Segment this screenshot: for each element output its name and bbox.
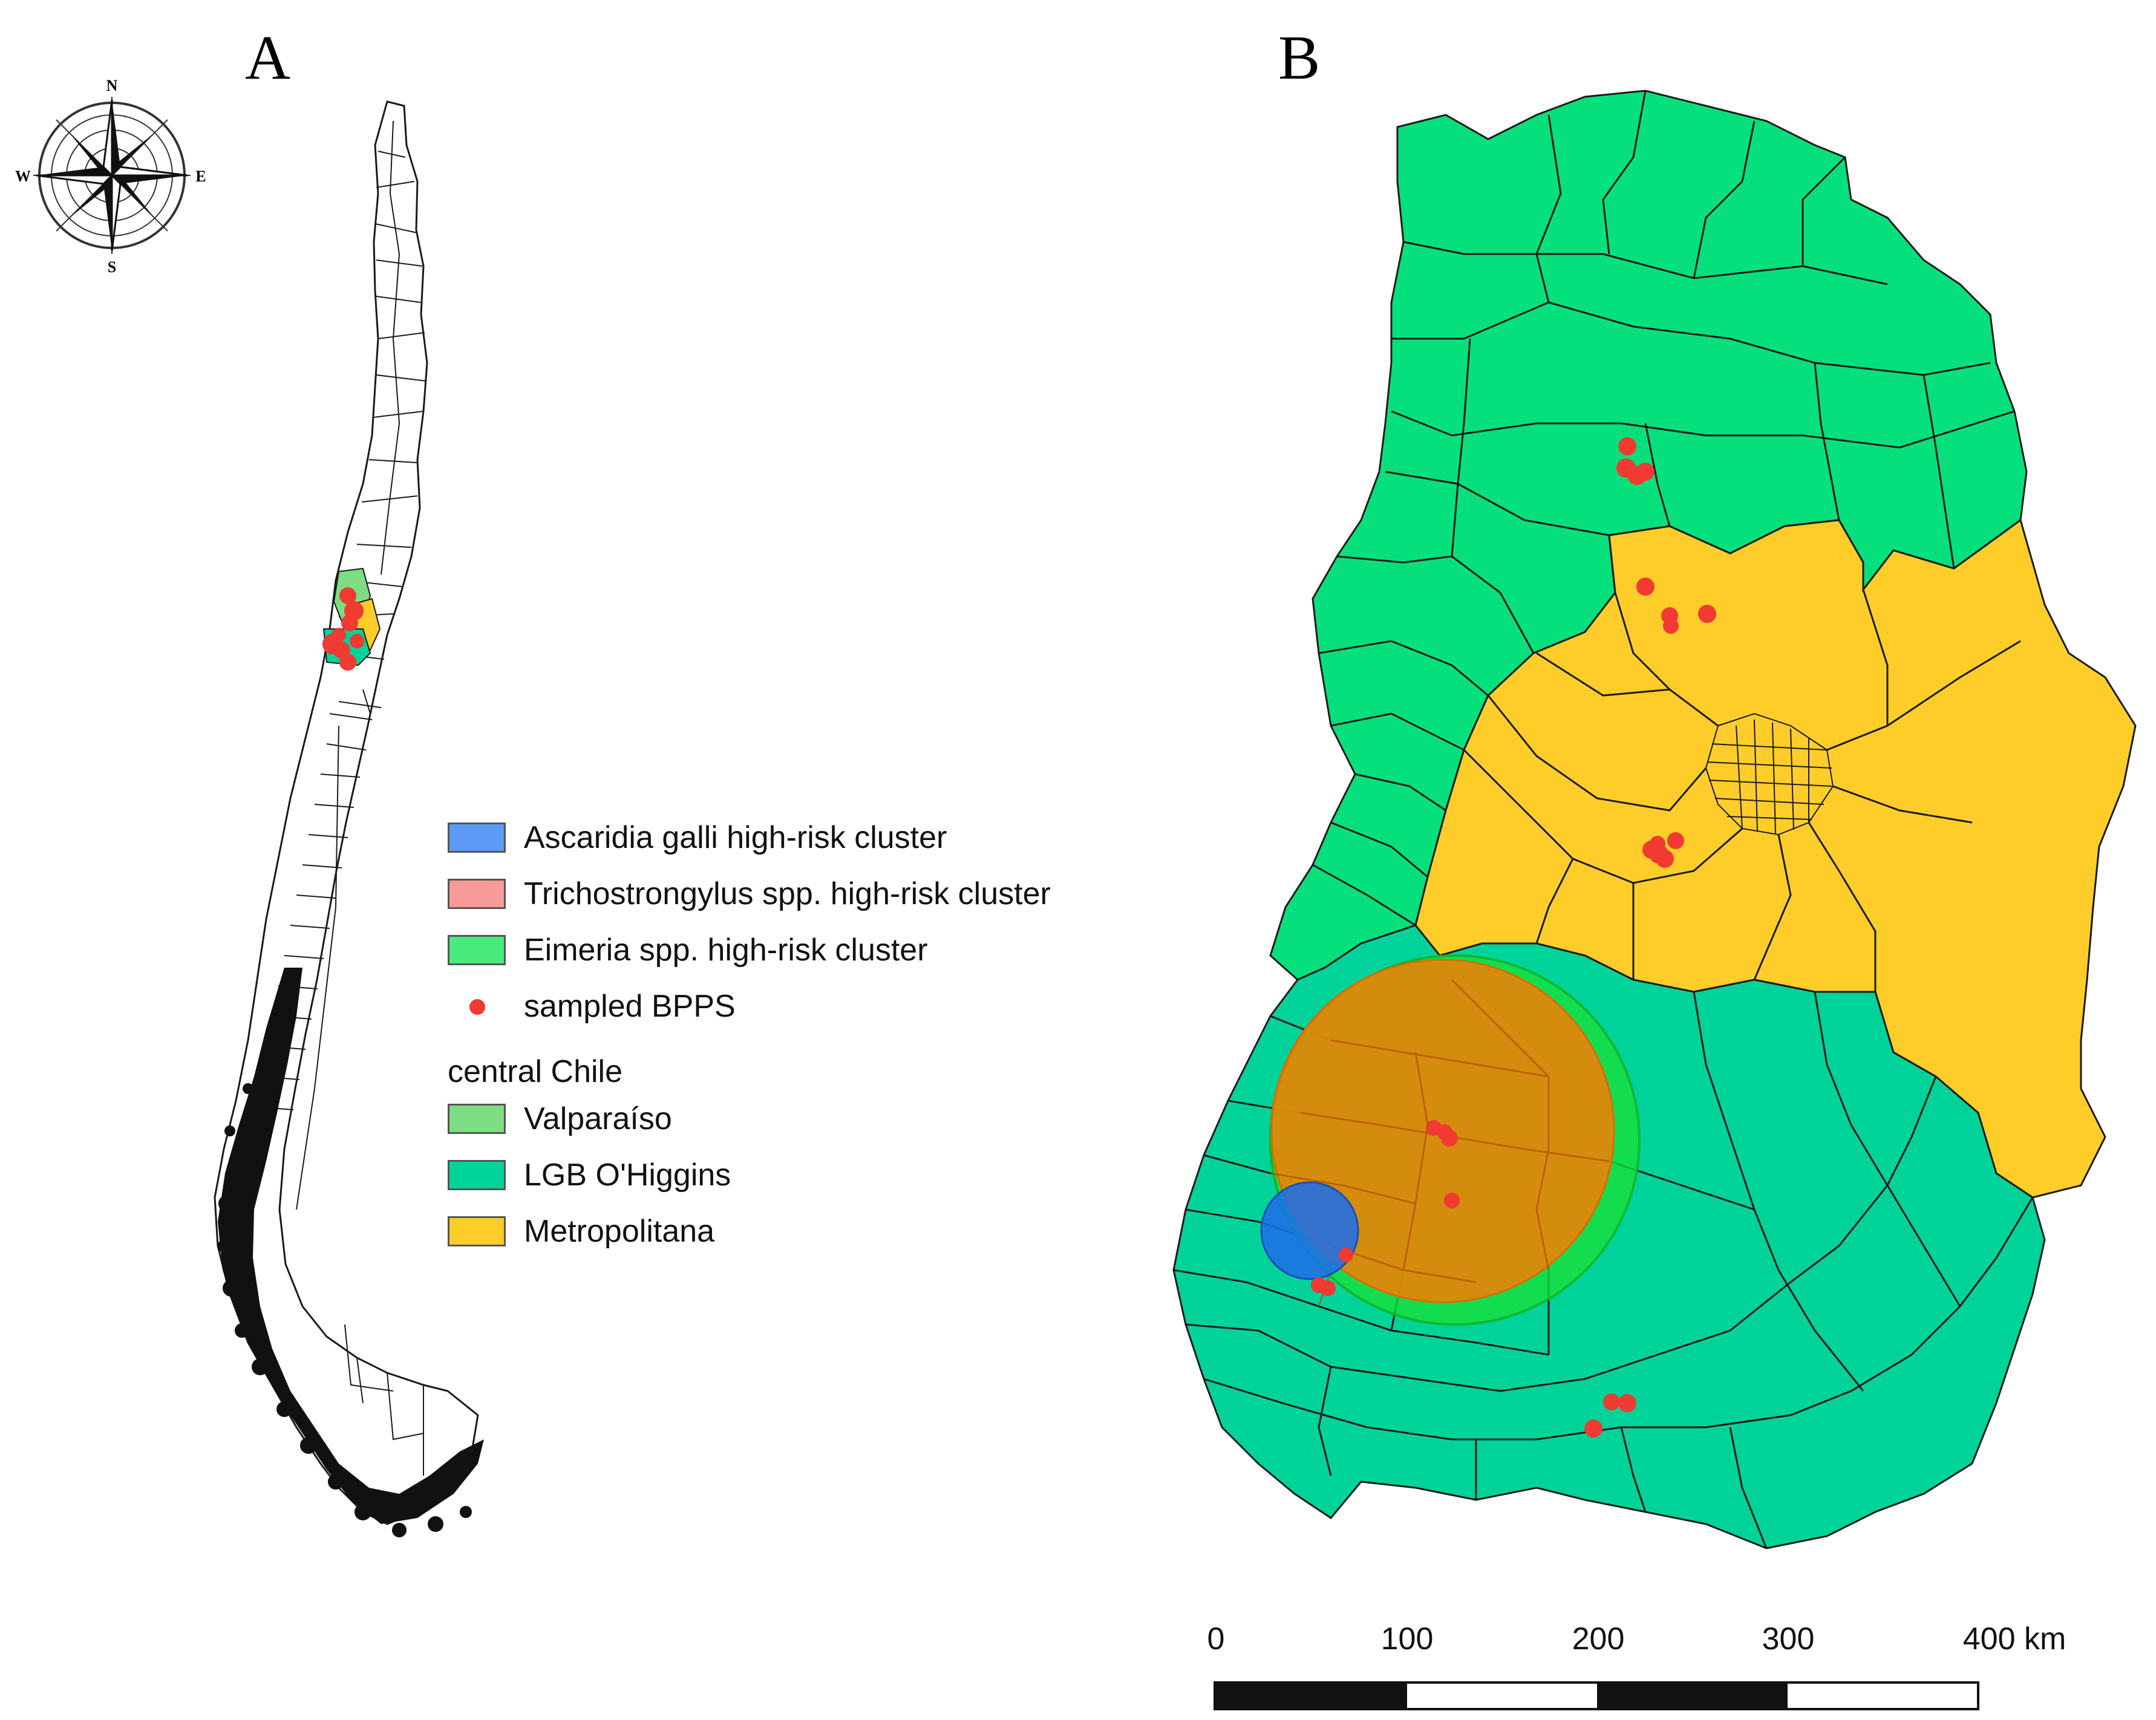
- panel-b-label: B: [1278, 23, 1321, 93]
- legend-row-ascaridia: Ascaridia galli high-risk cluster: [448, 819, 947, 856]
- legend-row-bpps: sampled BPPS: [448, 988, 736, 1025]
- sampled-bpps-points: [1311, 437, 1716, 1438]
- chile-country-map: [214, 100, 484, 1537]
- scale-tick-300: 300: [1762, 1621, 1815, 1656]
- legend-swatch-trichostrongylus: [448, 879, 506, 909]
- scale-tick-400: 400 km: [1962, 1621, 2066, 1656]
- legend-row-valparaiso: Valparaíso: [448, 1101, 672, 1137]
- legend-label-valparaiso: Valparaíso: [524, 1101, 672, 1136]
- scale-tick-0: 0: [1207, 1621, 1225, 1656]
- ascaridia-cluster: [1260, 1181, 1359, 1280]
- legend-swatch-valparaiso: [448, 1104, 506, 1134]
- legend-row-eimeria: Eimeria spp. high-risk cluster: [448, 932, 928, 968]
- legend-dot-bpps: [448, 991, 506, 1021]
- legend-label-metropolitana: Metropolitana: [524, 1214, 715, 1249]
- legend-label-ascaridia: Ascaridia galli high-risk cluster: [524, 820, 947, 855]
- legend-swatch-ascaridia: [448, 823, 506, 853]
- legend-label-ohiggins: LGB O'Higgins: [524, 1158, 731, 1193]
- central-chile-map: [1172, 90, 2137, 1549]
- compass-rose-icon: [33, 97, 191, 254]
- compass-s-label: S: [108, 258, 116, 276]
- legend-row-trichostrongylus: Trichostrongylus spp. high-risk cluster: [448, 876, 1051, 912]
- legend-swatch-metropolitana: [448, 1216, 506, 1246]
- scale-bar: [1214, 1681, 1979, 1710]
- panel-a-label: A: [245, 23, 291, 93]
- compass-e-label: E: [195, 168, 206, 185]
- legend-label-bpps: sampled BPPS: [524, 989, 736, 1024]
- legend-row-ohiggins: LGB O'Higgins: [448, 1157, 731, 1193]
- scale-tick-100: 100: [1380, 1621, 1434, 1656]
- legend-row-metropolitana: Metropolitana: [448, 1213, 714, 1249]
- legend-label-eimeria: Eimeria spp. high-risk cluster: [524, 933, 928, 968]
- compass-w-label: W: [15, 168, 31, 185]
- legend-heading-central-chile: central Chile: [448, 1054, 623, 1089]
- legend-swatch-eimeria: [448, 935, 506, 965]
- scale-tick-200: 200: [1572, 1621, 1625, 1656]
- legend-swatch-ohiggins: [448, 1160, 506, 1190]
- compass-n-label: N: [106, 77, 118, 94]
- legend-label-trichostrongylus: Trichostrongylus spp. high-risk cluster: [524, 876, 1051, 911]
